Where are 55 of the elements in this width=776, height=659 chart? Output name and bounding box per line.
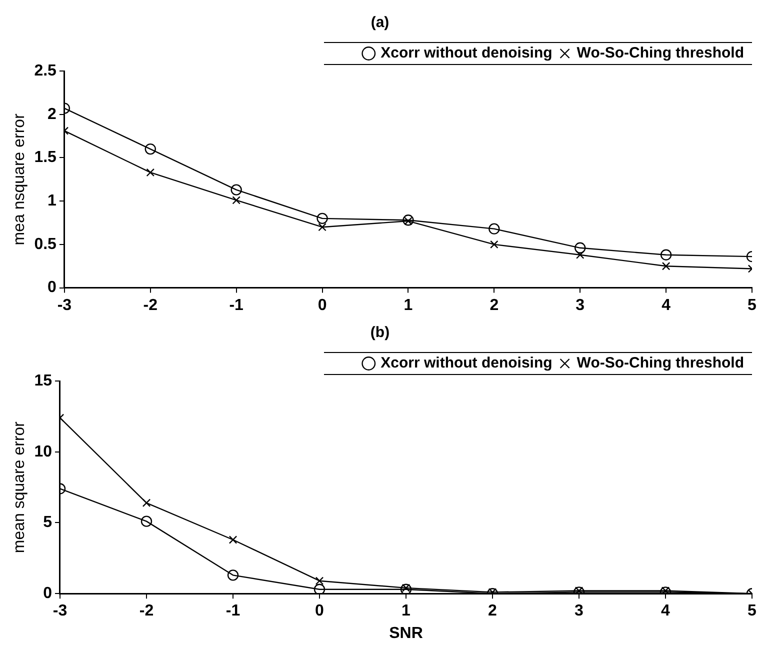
- x-tick-label: 5: [748, 296, 757, 314]
- legend-label: Wo-So-Ching threshold: [576, 44, 744, 62]
- point: [144, 143, 156, 155]
- chart-title: (b): [370, 324, 390, 342]
- point: [314, 584, 326, 594]
- y-tick-label: 0: [43, 585, 52, 602]
- y-tick-label: 0: [48, 279, 57, 296]
- point: [146, 168, 155, 177]
- y-tick-label: 0.5: [34, 236, 57, 253]
- chart-title: (a): [370, 14, 390, 32]
- x-tick-label: -1: [226, 602, 240, 620]
- legend-label: Xcorr without denoising: [380, 44, 552, 62]
- y-tick-label: 15: [34, 372, 52, 390]
- legend-label: Wo-So-Ching threshold: [576, 354, 744, 372]
- y-tick-label: 1: [48, 192, 57, 210]
- point: [316, 212, 328, 224]
- x-tick-label: 4: [661, 602, 670, 620]
- point: [232, 196, 240, 204]
- point: [228, 536, 238, 544]
- point: [227, 570, 239, 581]
- x-tick-label: -1: [229, 296, 244, 314]
- point: [315, 576, 324, 585]
- point: [490, 240, 498, 249]
- y-tick-label: 2.5: [34, 62, 57, 80]
- y-axis-title: mea nsquare error: [11, 112, 28, 246]
- point: [662, 262, 670, 270]
- y-axis-title: mean square error: [11, 420, 28, 554]
- point: [576, 250, 584, 259]
- y-tick-label: 1.5: [34, 149, 57, 166]
- x-tick-label: 2: [490, 296, 499, 314]
- x-tick-label: 3: [574, 602, 584, 620]
- legend-label: Xcorr without denoising: [380, 354, 552, 372]
- point: [660, 249, 672, 260]
- x-tick-label: 0: [315, 602, 324, 620]
- x-tick-label: -2: [139, 602, 154, 620]
- point: [488, 223, 500, 234]
- y-tick-label: 10: [34, 443, 52, 460]
- point: [574, 242, 586, 254]
- point: [230, 184, 242, 196]
- y-tick-label: 2: [48, 106, 57, 123]
- x-axis-title: SNR: [389, 624, 424, 642]
- x-tick-label: 2: [488, 602, 498, 620]
- y-tick-label: 5: [43, 514, 52, 532]
- x-tick-label: 4: [662, 296, 671, 314]
- point: [140, 516, 152, 527]
- x-tick-label: 0: [318, 296, 327, 314]
- x-tick-label: -3: [52, 602, 68, 620]
- x-tick-label: 1: [402, 602, 411, 620]
- x-tick-label: -3: [57, 296, 72, 314]
- point: [318, 222, 326, 232]
- x-tick-label: 5: [748, 602, 757, 620]
- x-tick-label: 1: [404, 296, 413, 314]
- x-tick-label: 3: [576, 296, 585, 314]
- x-tick-label: -2: [143, 296, 158, 314]
- point: [142, 498, 151, 508]
